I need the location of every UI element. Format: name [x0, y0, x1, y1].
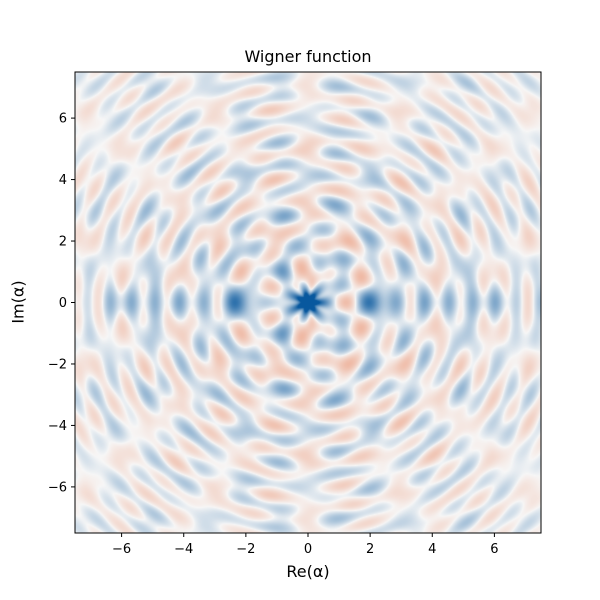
y-tick-label: −6 — [48, 480, 67, 495]
y-tick-label: −2 — [48, 357, 67, 372]
y-tick-label: 6 — [59, 112, 67, 127]
y-axis-ticks: −6 −4 −2 0 2 4 6 — [48, 112, 75, 495]
x-tick-label: 2 — [366, 542, 374, 557]
x-tick-label: 0 — [304, 542, 312, 557]
x-tick-label: −2 — [236, 542, 255, 557]
x-tick-label: −4 — [174, 542, 193, 557]
chart-title: Wigner function — [244, 47, 372, 66]
x-tick-label: 6 — [490, 542, 498, 557]
y-tick-label: 2 — [59, 235, 67, 250]
wigner-heatmap — [75, 72, 541, 533]
y-tick-label: 4 — [59, 173, 67, 188]
x-axis-label: Re(α) — [286, 562, 330, 581]
y-tick-label: 0 — [59, 296, 67, 311]
plot-frame — [74, 71, 542, 534]
y-axis-label: Im(α) — [8, 280, 28, 324]
y-tick-label: −4 — [48, 419, 67, 434]
x-tick-label: −6 — [112, 542, 131, 557]
x-axis-ticks: −6 −4 −2 0 2 4 6 — [112, 533, 499, 557]
x-tick-label: 4 — [428, 542, 436, 557]
